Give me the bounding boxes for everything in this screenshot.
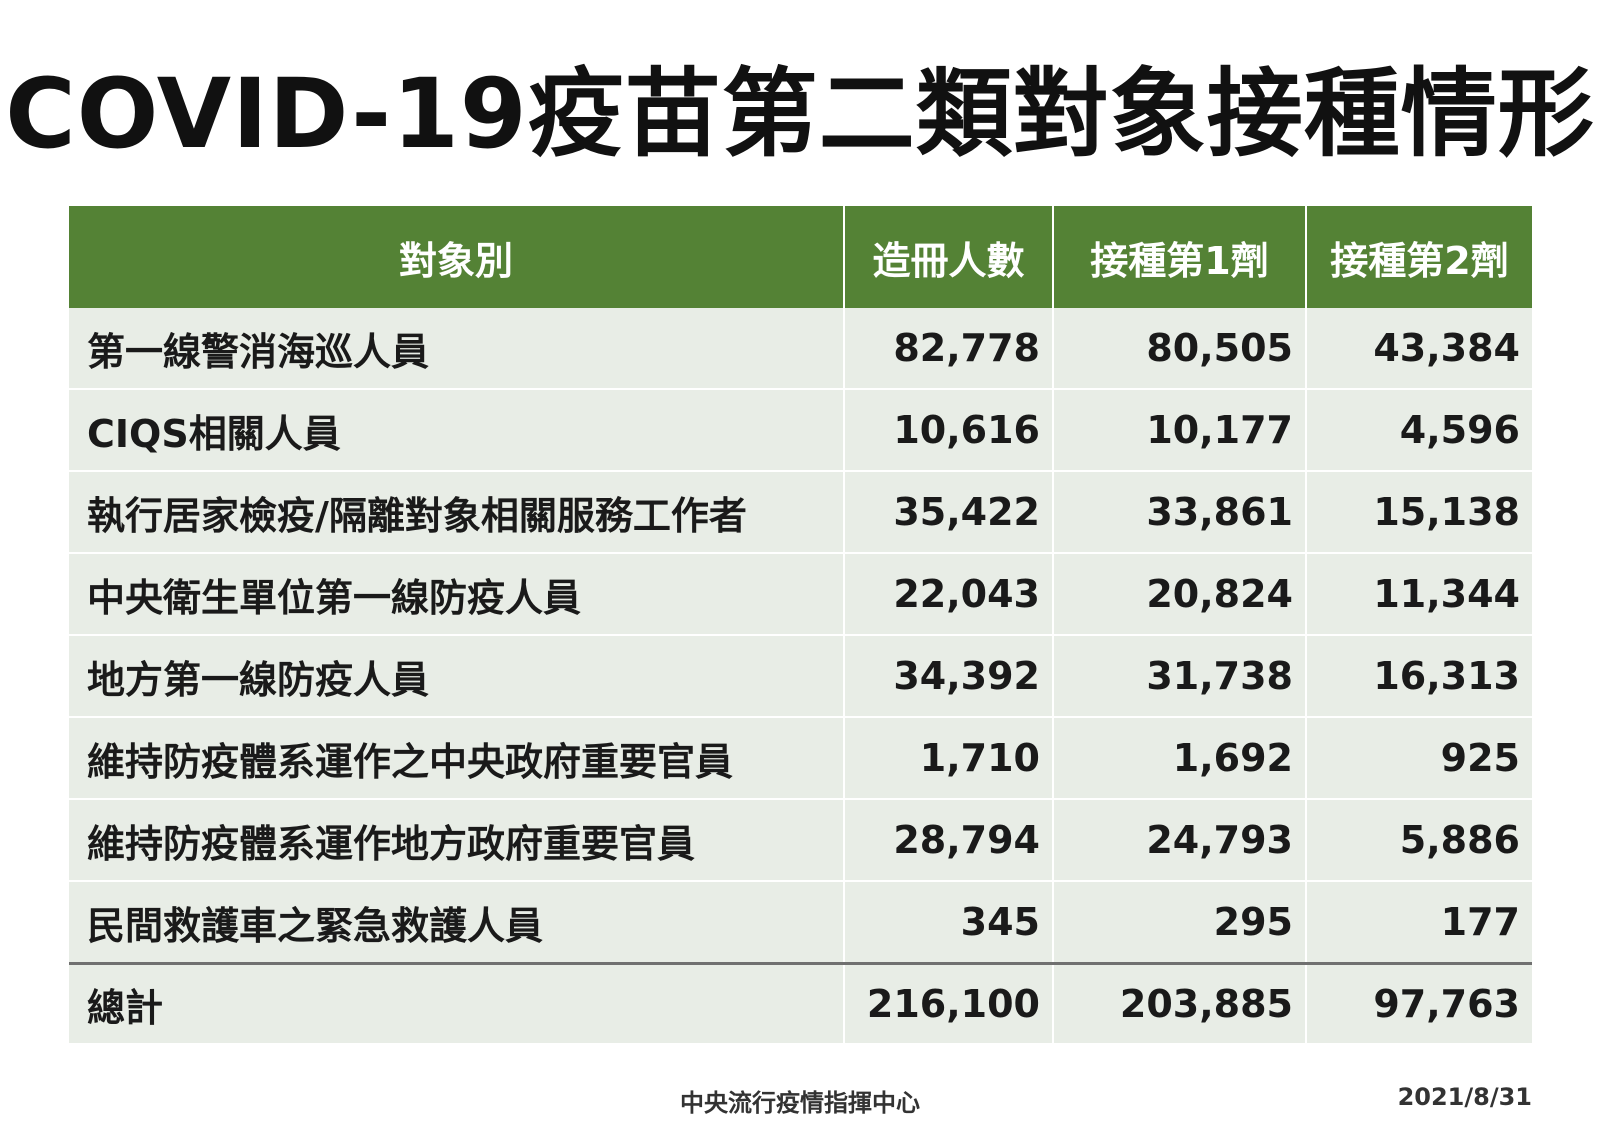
header-dose1: 接種第1劑 [1053,206,1307,308]
row-dose2: 4,596 [1306,389,1532,472]
row-target-group: 執行居家檢疫/隔離對象相關服務工作者 [69,471,845,554]
row-registered: 28,794 [844,799,1054,882]
total-dose1: 203,885 [1053,962,1307,1045]
table-header-row: 對象別 造冊人數 接種第1劑 接種第2劑 [69,206,1532,308]
table-row: CIQS相關人員 10,616 10,177 4,596 [69,389,1532,472]
header-dose2: 接種第2劑 [1306,206,1532,308]
row-target-group: 維持防疫體系運作地方政府重要官員 [69,799,845,882]
row-dose2: 925 [1306,717,1532,800]
row-target-group: CIQS相關人員 [69,389,845,472]
row-registered: 34,392 [844,635,1054,718]
source-label: 中央流行疫情指揮中心 [680,1089,920,1117]
row-dose1: 10,177 [1053,389,1307,472]
row-registered: 82,778 [844,308,1054,390]
row-dose2: 177 [1306,881,1532,965]
row-dose2: 15,138 [1306,471,1532,554]
row-target-group: 中央衛生單位第一線防疫人員 [69,553,845,636]
vaccination-table: 對象別 造冊人數 接種第1劑 接種第2劑 第一線警消海巡人員 82,778 80… [69,206,1532,1045]
row-dose1: 1,692 [1053,717,1307,800]
header-registered: 造冊人數 [844,206,1054,308]
row-dose1: 80,505 [1053,308,1307,390]
row-registered: 22,043 [844,553,1054,636]
row-registered: 345 [844,881,1054,965]
row-target-group: 維持防疫體系運作之中央政府重要官員 [69,717,845,800]
row-registered: 1,710 [844,717,1054,800]
row-dose1: 20,824 [1053,553,1307,636]
table-row: 第一線警消海巡人員 82,778 80,505 43,384 [69,308,1532,390]
row-dose2: 43,384 [1306,308,1532,390]
table-row: 地方第一線防疫人員 34,392 31,738 16,313 [69,635,1532,718]
row-target-group: 地方第一線防疫人員 [69,635,845,718]
table-row: 民間救護車之緊急救護人員 345 295 177 [69,881,1532,965]
row-dose1: 295 [1053,881,1307,965]
row-dose2: 5,886 [1306,799,1532,882]
total-registered: 216,100 [844,962,1054,1045]
row-target-group: 第一線警消海巡人員 [69,308,845,390]
date-label: 2021/8/31 [1397,1083,1532,1111]
row-dose1: 33,861 [1053,471,1307,554]
row-dose2: 11,344 [1306,553,1532,636]
total-label: 總計 [69,962,845,1045]
table-row: 中央衛生單位第一線防疫人員 22,043 20,824 11,344 [69,553,1532,636]
header-target-group: 對象別 [69,206,845,308]
table-total-row: 總計 216,100 203,885 97,763 [69,962,1532,1045]
row-dose1: 31,738 [1053,635,1307,718]
row-registered: 35,422 [844,471,1054,554]
table-row: 維持防疫體系運作地方政府重要官員 28,794 24,793 5,886 [69,799,1532,882]
row-dose2: 16,313 [1306,635,1532,718]
table-row: 維持防疫體系運作之中央政府重要官員 1,710 1,692 925 [69,717,1532,800]
total-dose2: 97,763 [1306,962,1532,1045]
row-registered: 10,616 [844,389,1054,472]
table-row: 執行居家檢疫/隔離對象相關服務工作者 35,422 33,861 15,138 [69,471,1532,554]
row-target-group: 民間救護車之緊急救護人員 [69,881,845,965]
page-title: COVID-19疫苗第二類對象接種情形 [5,58,1595,170]
row-dose1: 24,793 [1053,799,1307,882]
